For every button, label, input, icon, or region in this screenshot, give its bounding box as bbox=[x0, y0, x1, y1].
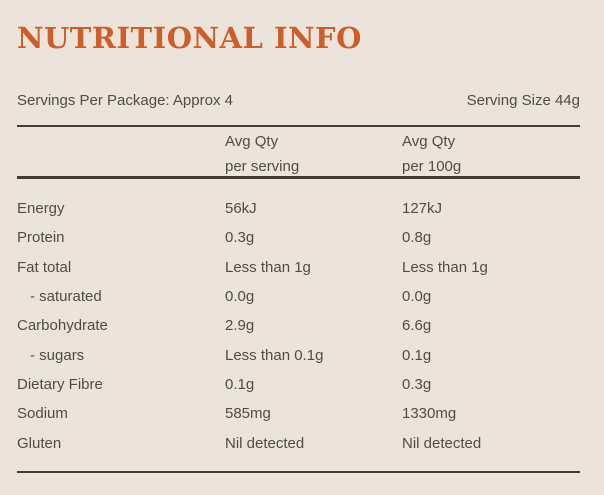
value-per-serving: 0.3g bbox=[225, 229, 255, 247]
column-header-per-100g: Avg Qty per 100g bbox=[402, 129, 461, 179]
table-row: Dietary Fibre 0.1g 0.3g bbox=[17, 370, 580, 399]
value-per-100g: 127kJ bbox=[402, 200, 443, 218]
value-per-serving: 0.0g bbox=[225, 288, 255, 306]
row-label: - sugars bbox=[30, 346, 85, 364]
value-per-serving: Nil detected bbox=[225, 434, 305, 452]
table-row: - saturated 0.0g 0.0g bbox=[17, 282, 580, 311]
column-header-line1: Avg Qty bbox=[402, 133, 456, 150]
value-per-serving: 56kJ bbox=[225, 200, 257, 218]
servings-per-package-label: Servings Per Package: Approx 4 bbox=[17, 92, 233, 109]
top-divider bbox=[17, 125, 580, 127]
row-label: Dietary Fibre bbox=[17, 375, 103, 393]
value-per-100g: Nil detected bbox=[402, 434, 482, 452]
row-label: Protein bbox=[17, 229, 65, 247]
value-per-serving: 585mg bbox=[225, 405, 271, 423]
row-label: Sodium bbox=[17, 405, 68, 423]
column-header-line1: Avg Qty bbox=[225, 133, 279, 150]
table-body: Energy 56kJ 127kJ Protein 0.3g 0.8g Fat total L… bbox=[17, 194, 580, 458]
column-header-line2: per 100g bbox=[402, 158, 462, 175]
bottom-divider bbox=[17, 471, 580, 473]
value-per-100g: 0.3g bbox=[402, 375, 432, 393]
value-per-serving: Less than 1g bbox=[225, 258, 311, 276]
row-label: Energy bbox=[17, 200, 65, 218]
value-per-100g: Less than 1g bbox=[402, 258, 488, 276]
table-row: Fat total Less than 1g Less than 1g bbox=[17, 253, 580, 282]
table-row: Carbohydrate 2.9g 6.6g bbox=[17, 311, 580, 340]
column-header-per-serving: Avg Qty per serving bbox=[225, 129, 299, 179]
serving-size-label: Serving Size 44g bbox=[466, 92, 580, 109]
serving-meta-row: Servings Per Package: Approx 4 Serving S… bbox=[17, 92, 580, 109]
value-per-100g: 6.6g bbox=[402, 317, 432, 335]
row-label: - saturated bbox=[30, 288, 102, 306]
value-per-100g: 0.1g bbox=[402, 346, 432, 364]
value-per-serving: Less than 0.1g bbox=[225, 346, 324, 364]
value-per-serving: 0.1g bbox=[225, 375, 255, 393]
table-row: Protein 0.3g 0.8g bbox=[17, 223, 580, 252]
row-label: Fat total bbox=[17, 258, 72, 276]
column-header-line2: per serving bbox=[225, 158, 300, 175]
value-per-serving: 2.9g bbox=[225, 317, 255, 335]
value-per-100g: 0.0g bbox=[402, 288, 432, 306]
table-row: Gluten Nil detected Nil detected bbox=[17, 428, 580, 457]
table-row: Sodium 585mg 1330mg bbox=[17, 399, 580, 428]
page-title: NUTRITIONAL INFO bbox=[17, 21, 362, 55]
value-per-100g: 0.8g bbox=[402, 229, 432, 247]
value-per-100g: 1330mg bbox=[402, 405, 457, 423]
row-label: Gluten bbox=[17, 434, 62, 452]
table-row: Energy 56kJ 127kJ bbox=[17, 194, 580, 223]
header-divider bbox=[17, 176, 580, 179]
row-label: Carbohydrate bbox=[17, 317, 108, 335]
table-row: - sugars Less than 0.1g 0.1g bbox=[17, 340, 580, 369]
